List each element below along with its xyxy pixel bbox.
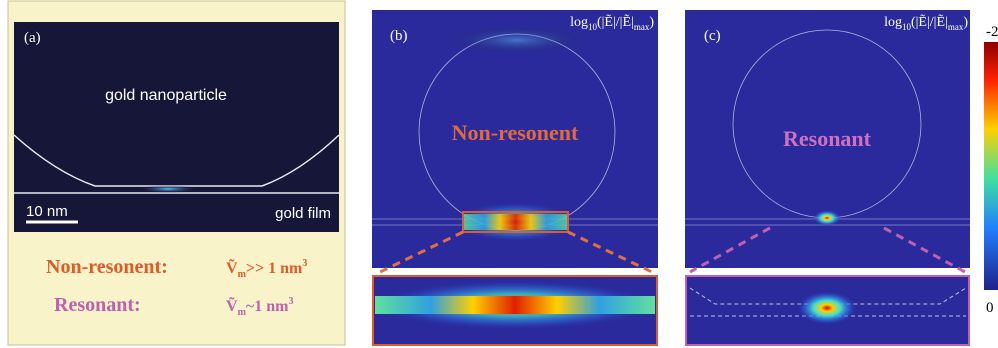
zoom-box xyxy=(462,211,569,233)
legend-volume: Ṽm>> 1 nm3 xyxy=(226,257,307,280)
legend: Non-resonent: Ṽm>> 1 nm3 Resonant: Ṽm~1 … xyxy=(46,256,307,318)
panel-a-field xyxy=(14,22,339,232)
scale-label: 10 nm xyxy=(26,203,68,220)
prefix: log xyxy=(570,15,588,30)
panel-title: Resonant xyxy=(783,126,872,151)
legend-name: Non-resonent: xyxy=(46,256,168,278)
legend-name: Resonant: xyxy=(54,294,141,316)
zoom-hotspot xyxy=(375,296,655,314)
sub: max xyxy=(948,22,964,32)
panel-label: (b) xyxy=(390,28,408,44)
sup: 3 xyxy=(302,258,307,269)
sup: 3 xyxy=(288,296,293,307)
hotspot xyxy=(813,210,841,226)
relation: ~1 nm xyxy=(246,298,289,315)
hotspot xyxy=(138,185,198,193)
body: (|Ẽ|/|Ẽ| xyxy=(911,14,948,30)
suffix: ) xyxy=(649,15,654,30)
film-label: gold film xyxy=(275,205,331,222)
colorbar-bottom-label: 0 xyxy=(986,300,994,316)
field-label: log10(|Ẽ|/|Ẽ|max) xyxy=(884,14,968,32)
symbol: Ṽ xyxy=(226,257,238,277)
sub: 10 xyxy=(588,22,598,32)
zoom-hotspot xyxy=(797,291,857,325)
colorbar xyxy=(984,42,998,290)
sub: m xyxy=(238,269,247,280)
hotspot xyxy=(464,214,567,230)
zoom-line xyxy=(689,226,771,274)
prefix: log xyxy=(884,15,902,30)
panel-label: (c) xyxy=(704,28,721,44)
glow xyxy=(447,26,587,54)
legend-volume: Ṽm~1 nm3 xyxy=(226,295,293,318)
relation: >> 1 nm xyxy=(246,260,303,277)
colorbar-top-label: -2 xyxy=(986,24,998,40)
sub: 10 xyxy=(902,22,912,32)
zoom-line xyxy=(567,230,653,274)
zoom-line xyxy=(883,226,966,274)
panel-title: Non-resonent xyxy=(452,120,579,145)
sub: m xyxy=(238,307,247,318)
suffix: ) xyxy=(963,15,968,30)
body: (|Ẽ|/|Ẽ| xyxy=(597,14,634,30)
particle-label: gold nanoparticle xyxy=(105,87,227,104)
field-label: log10(|Ẽ|/|Ẽ|max) xyxy=(570,14,654,32)
symbol: Ṽ xyxy=(226,295,238,315)
sub: max xyxy=(634,22,650,32)
panel-label: (a) xyxy=(24,30,41,46)
zoom-line xyxy=(379,230,464,274)
